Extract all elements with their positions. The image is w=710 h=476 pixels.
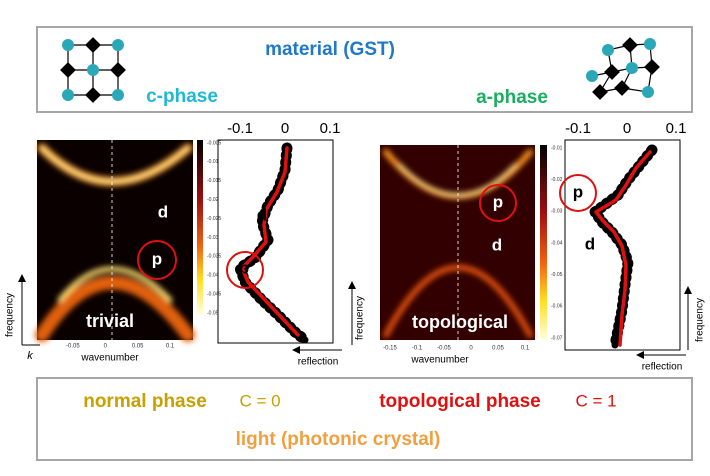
light-title: light (photonic crystal) <box>236 429 441 450</box>
chern-number: C = 0 <box>239 391 280 410</box>
x-axis-label: wavenumber <box>410 355 469 366</box>
x-tick-label: 0.05 <box>132 344 144 350</box>
colorbar-tick-label: -0.02 <box>551 177 563 183</box>
band-label: d <box>585 234 595 253</box>
band-label: d <box>492 235 502 254</box>
reflection-curve <box>589 144 658 351</box>
material-box <box>36 26 693 113</box>
highlight-circle <box>226 251 264 289</box>
y-axis-label: frequency <box>695 298 706 342</box>
band-label: p <box>493 192 503 211</box>
k-label: k <box>27 350 33 362</box>
reflection-tick-label: 0.1 <box>666 120 687 137</box>
colorbar-tick-label: -0.035 <box>207 254 221 260</box>
reflection-tick-label: 0.1 <box>320 120 341 137</box>
trivial-heatmap <box>35 140 203 342</box>
x-axis-label: reflection <box>642 362 683 373</box>
phase-name: normal phase <box>83 391 207 412</box>
band-label: p <box>573 182 583 201</box>
colorbar-tick-label: -0.01 <box>551 145 563 151</box>
phase-label: trivial <box>86 311 134 331</box>
x-tick-label: 0.05 <box>492 346 504 352</box>
material-title: material (GST) <box>265 39 395 60</box>
band-label: d <box>257 205 267 224</box>
highlight-circle <box>479 184 517 222</box>
colorbar-tick-label: -0.015 <box>207 178 221 184</box>
light-box <box>36 377 693 461</box>
chern-number: C = 1 <box>575 391 616 410</box>
y-axis-label: frequency <box>5 293 16 337</box>
y-axis-label: frequency <box>355 296 366 340</box>
colorbar-tick-label: -0.025 <box>207 216 221 222</box>
highlight-circle <box>137 240 177 280</box>
colorbar-tick-label: -0.045 <box>207 291 221 297</box>
colorbar-tick-label: -0.04 <box>207 273 219 279</box>
a-phase-lattice <box>586 37 660 100</box>
x-tick-label: -0.05 <box>66 344 80 350</box>
colorbar-tick-label: -0.005 <box>207 140 221 146</box>
x-tick-label: -0.1 <box>412 346 423 352</box>
colorbar-tick-label: -0.05 <box>551 272 563 278</box>
x-axis-label: reflection <box>298 357 339 368</box>
a-phase-label: a-phase <box>476 87 548 108</box>
colorbar-tick-label: -0.02 <box>207 197 219 203</box>
highlight-circle <box>559 174 597 212</box>
phase-label: topological <box>412 312 508 332</box>
colorbar-tick-label: -0.03 <box>207 235 219 241</box>
colorbar-tick-label: -0.06 <box>551 304 563 310</box>
colorbar-tick-label: -0.04 <box>551 240 563 246</box>
band-label: d <box>158 202 168 221</box>
topological-heatmap <box>380 145 547 340</box>
colorbar-tick-label: -0.07 <box>551 335 563 341</box>
colorbar-tick-label: -0.01 <box>207 159 219 165</box>
x-tick-label: -0.15 <box>383 346 397 352</box>
x-tick-label: 0.1 <box>166 344 175 350</box>
phase-name: topological phase <box>379 391 541 412</box>
reflection-tick-label: 0 <box>281 120 289 137</box>
band-label: p <box>152 249 162 268</box>
reflection-tick-label: 0 <box>623 120 631 137</box>
colorbar-tick-label: -0.05 <box>207 310 219 316</box>
x-tick-label: 0 <box>104 344 108 350</box>
c-phase-label: c-phase <box>146 86 218 107</box>
x-tick-label: -0.05 <box>437 346 451 352</box>
reflection-tick-label: -0.1 <box>565 120 591 137</box>
band-label: p <box>239 258 249 277</box>
c-phase-lattice <box>60 37 126 103</box>
reflection-tick-label: -0.1 <box>227 120 253 137</box>
x-tick-label: 0 <box>469 346 473 352</box>
x-tick-label: 0.1 <box>521 346 530 352</box>
colorbar-tick-label: -0.03 <box>551 209 563 215</box>
x-axis-label: wavenumber <box>80 353 139 364</box>
reflection-curve <box>234 142 311 346</box>
